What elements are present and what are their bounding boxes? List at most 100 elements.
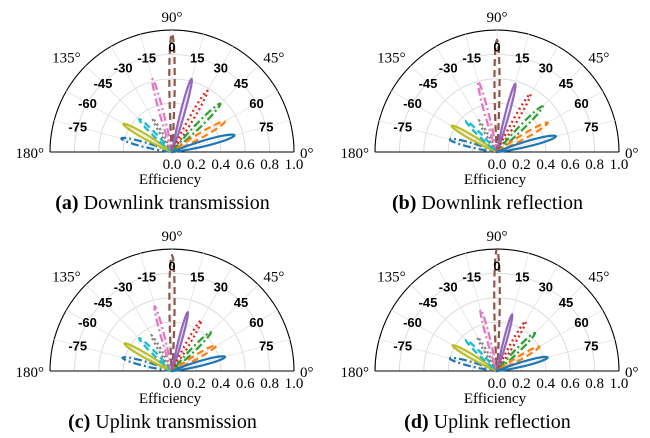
grid-spoke — [410, 65, 498, 153]
angle-tick-label: 180° — [341, 146, 370, 162]
angle-tick-label: 180° — [16, 146, 45, 162]
grid-spoke — [379, 120, 498, 153]
beam-label--30: -30 — [439, 279, 458, 294]
beam--15 — [153, 305, 174, 373]
beam--45 — [464, 338, 499, 373]
beam--15 — [151, 77, 174, 154]
radial-tick-label: 0.8 — [260, 376, 279, 392]
beam--15 — [476, 80, 499, 154]
beam-label-15: 15 — [190, 51, 204, 66]
caption-a: (a) Downlink transmission — [0, 192, 325, 215]
panel-c: -75 -60 -45 -30 -15 0 15 30 45 60 75 0° 45° 90° 135° 18… — [0, 219, 325, 438]
radial-tick-label: 0.2 — [187, 376, 206, 392]
beam--30 — [477, 119, 499, 154]
beam-0 — [493, 38, 501, 154]
beam-label--75: -75 — [68, 120, 87, 135]
grid-spoke — [66, 90, 173, 153]
radial-tick-label: 0.4 — [211, 376, 230, 392]
grid-spoke — [496, 90, 603, 153]
angle-tick-label: 0° — [625, 146, 639, 162]
radial-tick-label: 0.8 — [260, 157, 279, 173]
radial-tick-label: 0.6 — [561, 376, 580, 392]
beam-label--75: -75 — [393, 120, 412, 135]
caption-a-label: (a) — [55, 192, 79, 214]
beam-label-45: 45 — [234, 76, 248, 91]
radial-axis-label: Efficiency — [139, 391, 202, 407]
radial-tick-label: 0.4 — [536, 376, 555, 392]
beam-label--15: -15 — [137, 270, 156, 285]
radial-tick-label: 1.0 — [610, 157, 629, 173]
caption-b-label: (b) — [391, 192, 417, 214]
beam-label--60: -60 — [403, 96, 422, 111]
caption-c-text: Uplink transmission — [95, 411, 257, 433]
beam-label-15: 15 — [515, 51, 529, 66]
beam-label-30: 30 — [539, 60, 553, 75]
radial-tick-label: 0.0 — [163, 157, 182, 173]
beam-label-30: 30 — [214, 279, 228, 294]
grid-spoke — [496, 284, 584, 372]
beam-label--45: -45 — [94, 76, 113, 91]
grid-spoke — [171, 34, 204, 153]
grid-spoke — [140, 253, 173, 372]
beam-75 — [170, 355, 227, 373]
radial-tick-label: 0.2 — [512, 376, 531, 392]
grid-spoke — [496, 309, 603, 372]
grid-spoke — [110, 46, 173, 153]
beam-label-15: 15 — [190, 270, 204, 285]
beam-label-60: 60 — [249, 96, 263, 111]
beam--60 — [450, 124, 499, 154]
beam-label-30: 30 — [214, 60, 228, 75]
beam-75 — [170, 133, 236, 154]
beam--75 — [120, 136, 174, 154]
grid-spoke — [66, 309, 173, 372]
grid-spoke — [391, 90, 498, 153]
caption-d-text: Uplink reflection — [433, 411, 571, 433]
beam-75 — [495, 355, 549, 373]
beam-label--30: -30 — [114, 60, 133, 75]
grid-spoke — [496, 265, 559, 372]
angle-tick-label: 45° — [263, 51, 284, 67]
grid-spoke — [171, 65, 259, 153]
radial-tick-label: 0.4 — [536, 157, 555, 173]
caption-c: (c) Uplink transmission — [0, 411, 325, 434]
beam-label-75: 75 — [259, 120, 273, 135]
beam-label-75: 75 — [259, 339, 273, 354]
beam-label-60: 60 — [249, 315, 263, 330]
panel-d: -75 -60 -45 -30 -15 0 15 30 45 60 75 0° 45° 90° 135° 18… — [325, 219, 650, 438]
beam-label-45: 45 — [559, 76, 573, 91]
radial-tick-label: 1.0 — [610, 376, 629, 392]
beam-label--60: -60 — [78, 315, 97, 330]
grid-spoke — [171, 339, 290, 372]
beam-label--60: -60 — [78, 96, 97, 111]
beam-label--30: -30 — [439, 60, 458, 75]
beam-label--45: -45 — [94, 295, 113, 310]
beam-15 — [170, 77, 193, 154]
radial-tick-label: 0.8 — [585, 376, 604, 392]
radial-tick-label: 0.2 — [512, 157, 531, 173]
beam-label-0: 0 — [168, 258, 175, 273]
grid-spoke — [496, 339, 615, 372]
angle-tick-label: 0° — [625, 365, 639, 381]
angle-tick-label: 90° — [162, 10, 183, 26]
radial-tick-label: 0.8 — [585, 157, 604, 173]
radial-axis-label: Efficiency — [139, 172, 202, 188]
grid-spoke — [140, 34, 173, 153]
radial-tick-label: 1.0 — [285, 376, 304, 392]
caption-d-label: (d) — [404, 411, 429, 433]
radial-tick-label: 1.0 — [285, 157, 304, 173]
beam-30 — [495, 92, 532, 154]
grid-spoke — [54, 120, 173, 153]
beam-label-0: 0 — [168, 39, 175, 54]
angle-tick-label: 0° — [300, 365, 314, 381]
angle-tick-label: 90° — [487, 10, 508, 26]
radial-tick-label: 0.2 — [187, 157, 206, 173]
angle-tick-label: 90° — [487, 229, 508, 245]
caption-d: (d) Uplink reflection — [325, 411, 650, 434]
beam-15 — [495, 82, 517, 154]
grid-spoke — [171, 284, 259, 372]
angle-tick-label: 0° — [300, 146, 314, 162]
angle-tick-label: 90° — [162, 229, 183, 245]
angle-tick-label: 45° — [588, 51, 609, 67]
